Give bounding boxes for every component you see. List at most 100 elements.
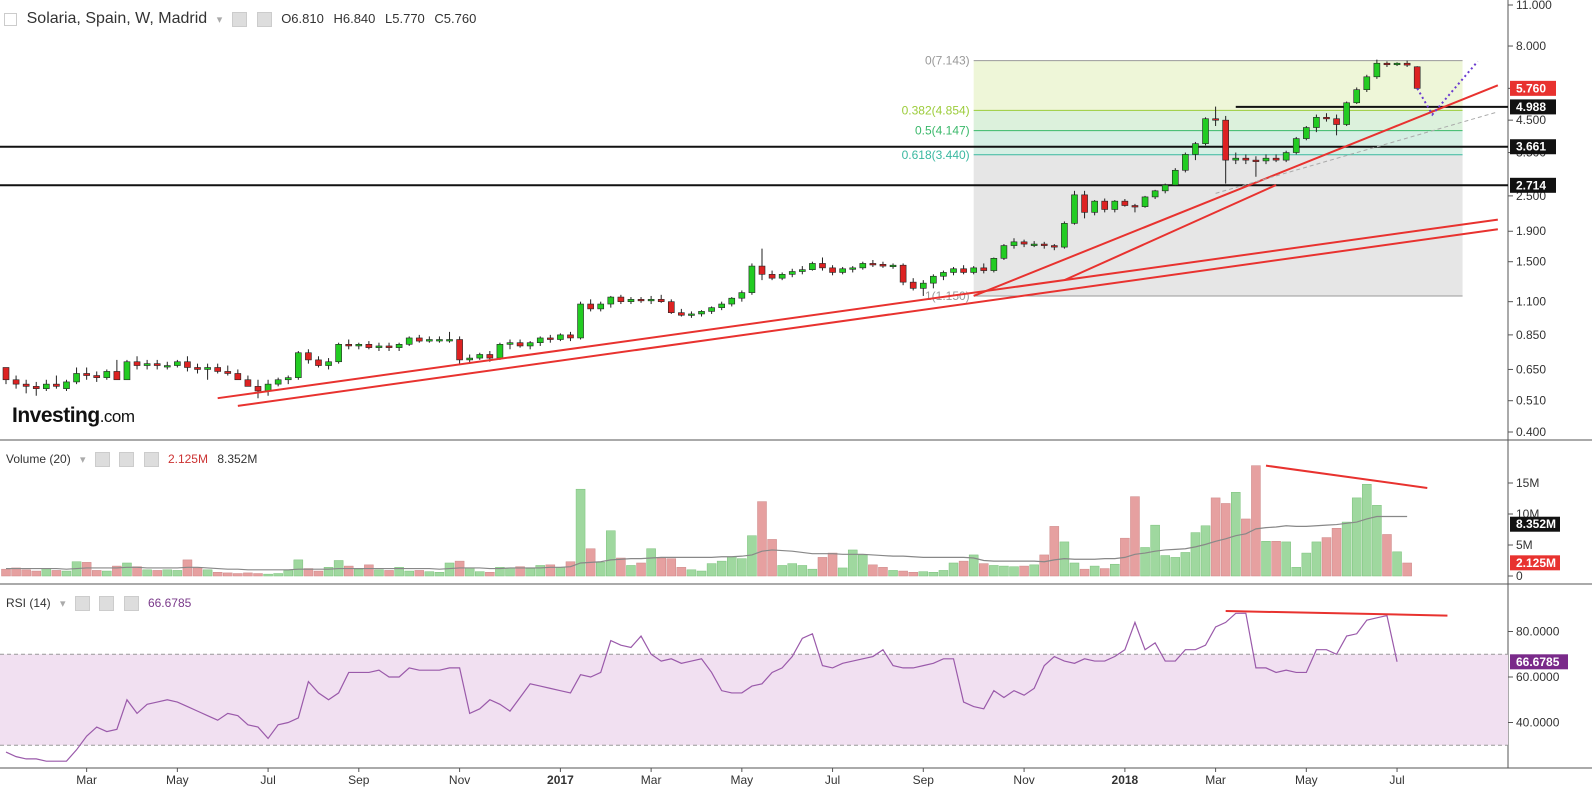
logo-suffix: .com xyxy=(99,407,135,426)
price-tick-label: 0.650 xyxy=(1516,362,1546,376)
candle-body xyxy=(133,361,141,366)
price-tick-label: 0.510 xyxy=(1516,394,1546,408)
candle-body xyxy=(123,361,131,381)
volume-bar xyxy=(606,530,616,577)
time-tick-label: Nov xyxy=(449,773,470,787)
candle-body xyxy=(204,367,211,370)
candle-body xyxy=(809,263,816,270)
volume-close-icon[interactable] xyxy=(143,452,159,468)
volume-ma-line xyxy=(6,515,1408,571)
volume-bar xyxy=(404,570,414,577)
volume-bar xyxy=(1321,537,1332,577)
rsi-settings-icon[interactable] xyxy=(99,596,115,612)
volume-settings-icon[interactable] xyxy=(119,452,135,468)
candle-body xyxy=(224,371,232,374)
candle-body xyxy=(466,357,473,361)
candle-body xyxy=(1222,119,1229,161)
candle-body xyxy=(93,375,101,378)
volume-bar xyxy=(364,564,374,577)
rsi-dropdown-icon[interactable]: ▾ xyxy=(60,598,66,611)
rsi-close-icon[interactable] xyxy=(123,596,139,612)
collapse-icon[interactable] xyxy=(4,13,17,27)
candle-body xyxy=(43,383,50,389)
candle-body xyxy=(1323,117,1330,120)
volume-bar xyxy=(737,558,747,577)
eye-icon[interactable] xyxy=(231,12,247,28)
volume-bar xyxy=(656,557,666,577)
candle-body xyxy=(1262,157,1270,162)
volume-bar xyxy=(1251,465,1261,577)
volume-bar xyxy=(1200,525,1211,577)
settings-icon[interactable] xyxy=(256,12,272,28)
rsi-tick-label: 40.0000 xyxy=(1516,716,1560,730)
volume-tick-label: 0 xyxy=(1516,569,1523,583)
volume-bar xyxy=(525,568,535,577)
candle-body xyxy=(163,365,171,368)
volume-bar xyxy=(495,567,505,577)
volume-bar xyxy=(787,563,797,577)
volume-bar xyxy=(424,571,435,577)
volume-bar xyxy=(434,572,445,577)
rsi-eye-icon[interactable] xyxy=(74,596,90,612)
candle-body xyxy=(476,354,484,359)
volume-bar xyxy=(354,568,364,577)
volume-bar xyxy=(767,539,777,577)
price-tick-label: 8.000 xyxy=(1516,39,1546,53)
volume-bar xyxy=(464,567,475,577)
dropdown-icon[interactable]: ▾ xyxy=(216,14,223,27)
time-tick-label: Sep xyxy=(348,773,370,787)
candle-body xyxy=(879,264,887,267)
volume-bar xyxy=(1382,534,1392,577)
ohlc-open: O6.810 xyxy=(281,11,324,26)
volume-bar xyxy=(41,568,52,577)
volume-bar xyxy=(122,562,132,577)
volume-bar xyxy=(716,560,727,577)
candle-body xyxy=(536,337,544,343)
price-tag xyxy=(1510,80,1556,96)
volume-bar xyxy=(343,565,354,577)
volume-bar xyxy=(868,564,878,577)
candle-body xyxy=(688,313,695,316)
volume-bar xyxy=(1271,541,1281,577)
volume-bar xyxy=(303,568,314,577)
candle-body xyxy=(426,339,433,342)
candle-body xyxy=(899,264,907,283)
volume-dropdown-icon[interactable]: ▾ xyxy=(80,454,86,467)
chart-header: Solaria, Spain, W, Madrid ▾ O6.810 H6.84… xyxy=(4,10,482,28)
volume-bar xyxy=(1110,563,1120,577)
time-tick-label: Jul xyxy=(260,773,275,787)
candle-body xyxy=(436,339,443,342)
volume-bar xyxy=(243,572,253,577)
candle-body xyxy=(698,311,705,315)
volume-bar xyxy=(545,564,556,577)
candle-body xyxy=(819,263,826,269)
candle-body xyxy=(526,342,534,347)
rsi-tick-label: 80.0000 xyxy=(1516,625,1560,639)
candle-body xyxy=(315,359,322,366)
volume-bar xyxy=(888,570,898,577)
volume-bar xyxy=(1241,518,1251,577)
volume-bar xyxy=(948,562,959,577)
volume-bar xyxy=(1069,562,1080,577)
price-tick-label: 1.500 xyxy=(1516,255,1546,269)
volume-bar xyxy=(727,556,737,577)
volume-bar xyxy=(192,567,203,577)
volume-bar xyxy=(1392,551,1402,577)
volume-bar xyxy=(1130,496,1140,577)
candle-body xyxy=(748,265,756,293)
time-tick-label: Mar xyxy=(76,773,97,787)
volume-eye-icon[interactable] xyxy=(94,452,110,468)
volume-bar xyxy=(212,572,223,577)
rsi-divergence-line xyxy=(1225,610,1448,617)
trend-line xyxy=(217,218,1498,400)
candle-body xyxy=(234,373,242,381)
candle-body xyxy=(960,268,967,273)
candle-body xyxy=(274,379,282,385)
volume-bar xyxy=(142,569,152,577)
volume-bar xyxy=(958,560,969,577)
candle-body xyxy=(1030,243,1038,246)
fib-zone-618-1 xyxy=(973,154,1463,296)
volume-bar xyxy=(1351,497,1362,577)
time-tick-label: Jul xyxy=(825,773,840,787)
